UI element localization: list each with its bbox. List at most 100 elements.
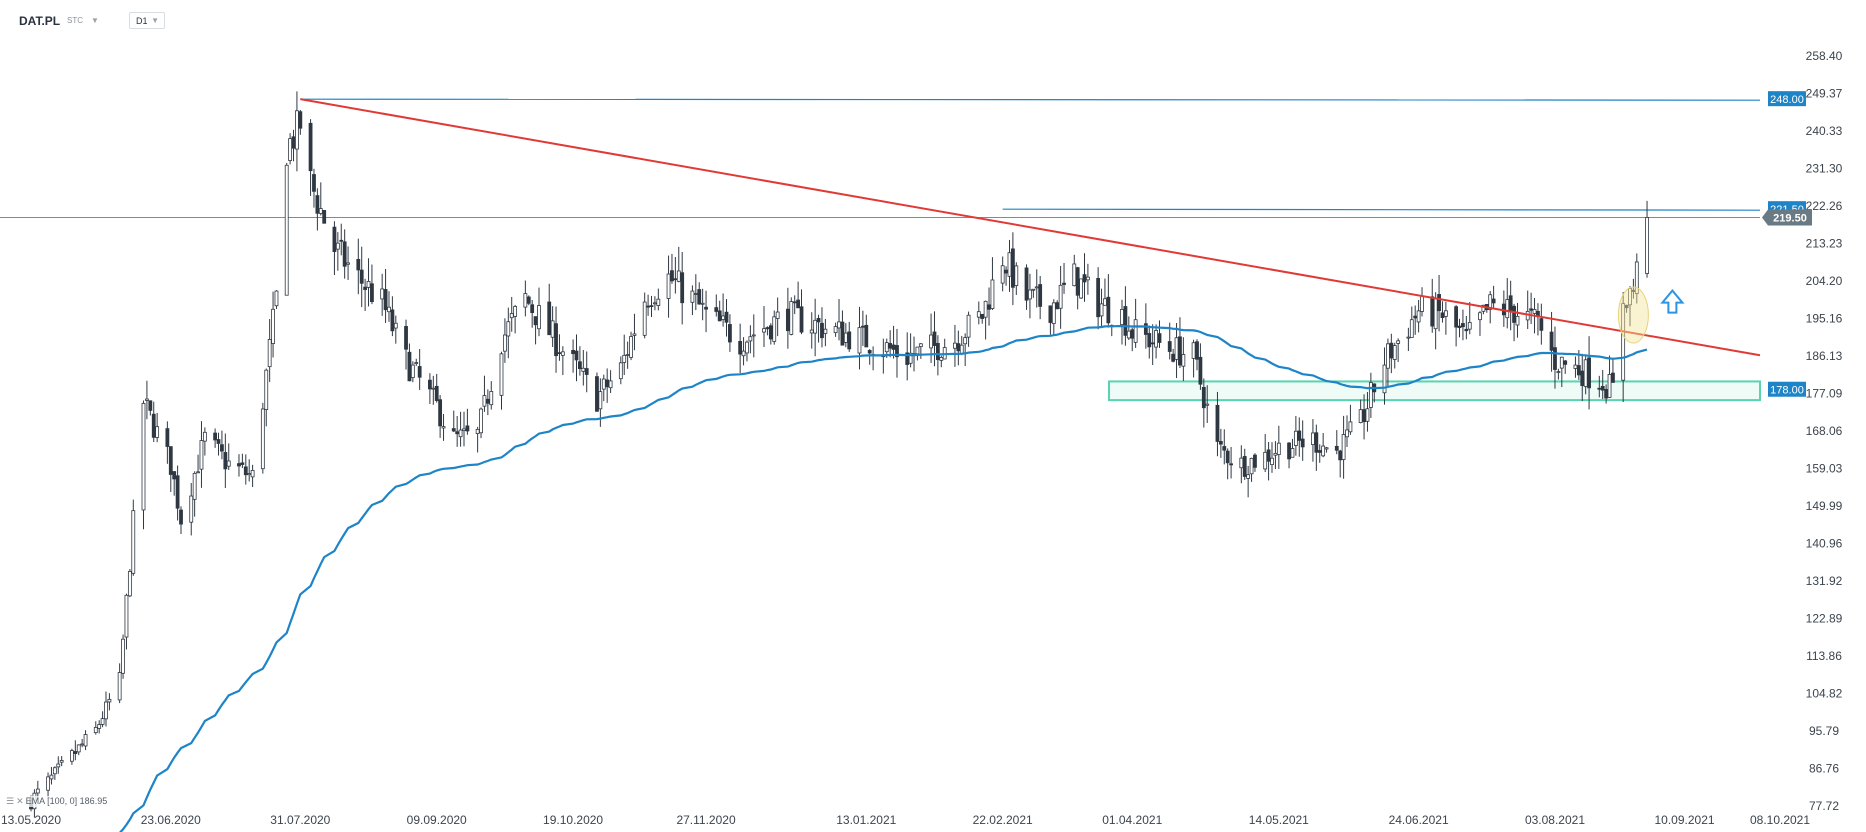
resistance-level-line [1002, 208, 1761, 211]
candle-body [240, 462, 245, 465]
candle-body [1508, 295, 1513, 311]
breakout-highlight [1617, 286, 1649, 344]
candle-body [932, 331, 937, 346]
candle-body [1120, 309, 1124, 325]
candle-body [966, 314, 971, 338]
candle-body [451, 428, 456, 432]
candle-body [891, 344, 896, 350]
y-tick-label: 222.26 [1806, 199, 1843, 213]
timeframe-dropdown[interactable]: D1 ▼ [129, 12, 165, 29]
candle-body [1317, 450, 1322, 453]
candle-body [1467, 322, 1472, 330]
candle-body [175, 475, 180, 509]
candle-body [1338, 450, 1343, 461]
candle-body [1409, 319, 1414, 338]
candle-body [1249, 457, 1254, 475]
candle-body [653, 302, 657, 305]
candle-body [223, 452, 228, 470]
candle-body [1440, 312, 1445, 319]
candle-body [427, 379, 432, 390]
y-tick-label: 77.72 [1809, 799, 1839, 813]
candle-body [318, 208, 323, 214]
candle-body [407, 351, 412, 382]
candle-body [1604, 388, 1609, 399]
candle-body [1079, 278, 1083, 299]
candle-body [1273, 452, 1278, 456]
candle-body [1096, 278, 1101, 318]
candle-body [1481, 304, 1486, 312]
candle-body [574, 350, 579, 361]
x-tick-label: 23.06.2020 [141, 813, 201, 827]
ema-line [119, 324, 1648, 832]
candle-body [1311, 432, 1315, 445]
candle-body [1010, 248, 1015, 288]
indicator-value: 186.95 [79, 796, 108, 806]
close-icon[interactable]: ✕ [16, 796, 24, 806]
y-tick-label: 258.40 [1806, 49, 1843, 63]
candle-body [1539, 318, 1544, 331]
candle-body [1293, 430, 1298, 446]
candle-body [976, 311, 981, 318]
candle-body [1038, 284, 1043, 307]
candle-body [905, 352, 910, 365]
candle-body [670, 270, 674, 282]
candle-body [308, 122, 313, 172]
candle-body [247, 473, 252, 476]
candle-body [598, 391, 603, 410]
candle-body [1072, 263, 1077, 287]
x-tick-label: 13.05.2020 [1, 813, 61, 827]
candle-body [963, 337, 968, 345]
candle-body [366, 281, 371, 288]
candle-body [833, 326, 838, 334]
candle-body [145, 398, 149, 401]
candle-body [117, 672, 122, 701]
candle-body [434, 385, 439, 401]
candle-body [789, 301, 794, 335]
candle-body [1576, 365, 1581, 376]
candle-body [1055, 302, 1060, 310]
y-tick-label: 149.99 [1806, 499, 1843, 513]
candle-body [499, 353, 504, 396]
candle-body [322, 210, 327, 224]
candle-body [884, 342, 889, 353]
candle-body [823, 328, 828, 334]
x-tick-label: 13.01.2021 [836, 813, 896, 827]
list-icon[interactable]: ☰ [6, 796, 15, 806]
candle-body [1461, 323, 1465, 328]
candle-body [765, 327, 770, 330]
candle-body [762, 328, 766, 333]
candle-body [1392, 345, 1397, 360]
candle-body [1437, 294, 1441, 312]
candle-body [537, 305, 541, 330]
candle-body [741, 350, 746, 357]
candle-body [1406, 336, 1411, 339]
candle-body [550, 320, 555, 338]
source-dropdown[interactable]: STC ▼ [67, 16, 99, 25]
candle-body [560, 351, 565, 356]
candle-body [888, 343, 893, 349]
candle-body [1573, 364, 1578, 369]
candle-body [356, 258, 361, 271]
candle-body [56, 763, 61, 768]
y-tick-label: 131.92 [1806, 574, 1843, 588]
candle-body [697, 289, 702, 305]
candle-body [1007, 252, 1012, 277]
candle-body [1413, 315, 1418, 319]
candle-body [1488, 294, 1493, 310]
x-tick-label: 03.08.2021 [1525, 813, 1585, 827]
candle-body [335, 242, 340, 250]
resistance-level-line [300, 98, 1761, 101]
candle-body [547, 301, 552, 336]
candle-body [1624, 304, 1629, 309]
support-price-tag: 178.00 [1770, 385, 1804, 397]
candle-body [393, 322, 398, 329]
candle-body [809, 329, 814, 334]
symbol-label: DAT.PL [19, 14, 61, 28]
candle-body [83, 734, 88, 747]
candle-body [1628, 288, 1632, 306]
candle-body [1004, 269, 1008, 274]
candle-body [441, 426, 446, 429]
candle-body [165, 428, 170, 447]
candle-body [1167, 341, 1172, 352]
